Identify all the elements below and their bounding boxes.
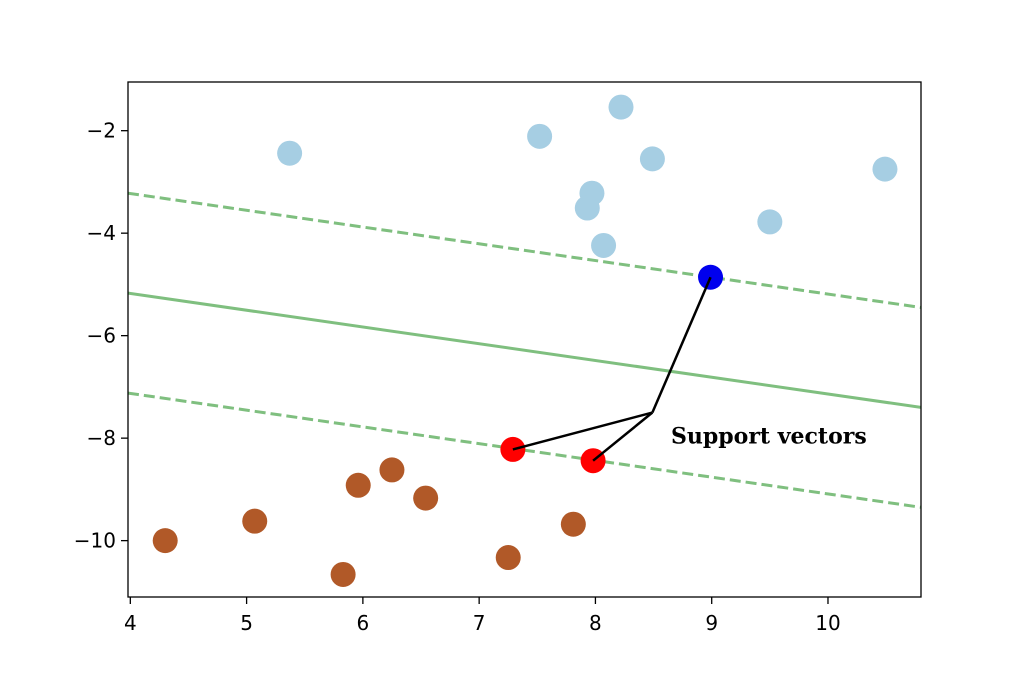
annotation-arrow-0 <box>651 276 712 414</box>
y-tick-label-1: −4 <box>87 221 116 245</box>
y-tick-label-3: −8 <box>87 426 116 450</box>
y-tick-label-2: −6 <box>87 324 116 348</box>
lines-layer <box>128 191 921 509</box>
plot-frame <box>127 81 922 598</box>
y-tick-label-4: −10 <box>74 529 116 553</box>
data-point-s1-0 <box>152 528 178 554</box>
x-tick-label-2: 6 <box>357 611 370 635</box>
data-point-s1-7 <box>560 511 586 537</box>
data-point-s0-5 <box>574 195 600 221</box>
data-point-s1-2 <box>330 561 356 587</box>
data-point-s0-2 <box>608 94 634 120</box>
annotation-layer <box>512 276 712 462</box>
margin-upper-line <box>128 191 921 309</box>
x-tick-label-3: 7 <box>473 611 486 635</box>
y-tick-label-0: −2 <box>87 119 116 143</box>
axes-layer: 4 5 6 7 8 9 10 −2 −4 −6 −8 −10 <box>74 119 841 635</box>
data-point-s0-8 <box>872 156 898 182</box>
data-point-s1-5 <box>413 485 439 511</box>
x-tick-label-5: 9 <box>705 611 718 635</box>
data-point-s0-3 <box>639 146 665 172</box>
data-point-s0-1 <box>527 123 553 149</box>
decision-boundary-line <box>128 291 921 409</box>
annotation-arrow-1 <box>512 411 653 451</box>
x-tick-label-4: 8 <box>589 611 602 635</box>
annotation-support-vectors: Support vectors <box>671 423 867 449</box>
data-point-s0-6 <box>591 232 617 258</box>
annotation-arrow-2 <box>592 411 654 462</box>
data-point-s0-7 <box>757 209 783 235</box>
data-point-s1-1 <box>242 508 268 534</box>
points-layer <box>152 94 898 587</box>
data-point-s1-4 <box>379 457 405 483</box>
data-point-s1-6 <box>495 545 521 571</box>
x-tick-label-1: 5 <box>240 611 253 635</box>
x-tick-label-6: 10 <box>815 611 840 635</box>
data-point-s0-0 <box>277 140 303 166</box>
data-point-s1-3 <box>345 472 371 498</box>
x-tick-label-0: 4 <box>124 611 137 635</box>
